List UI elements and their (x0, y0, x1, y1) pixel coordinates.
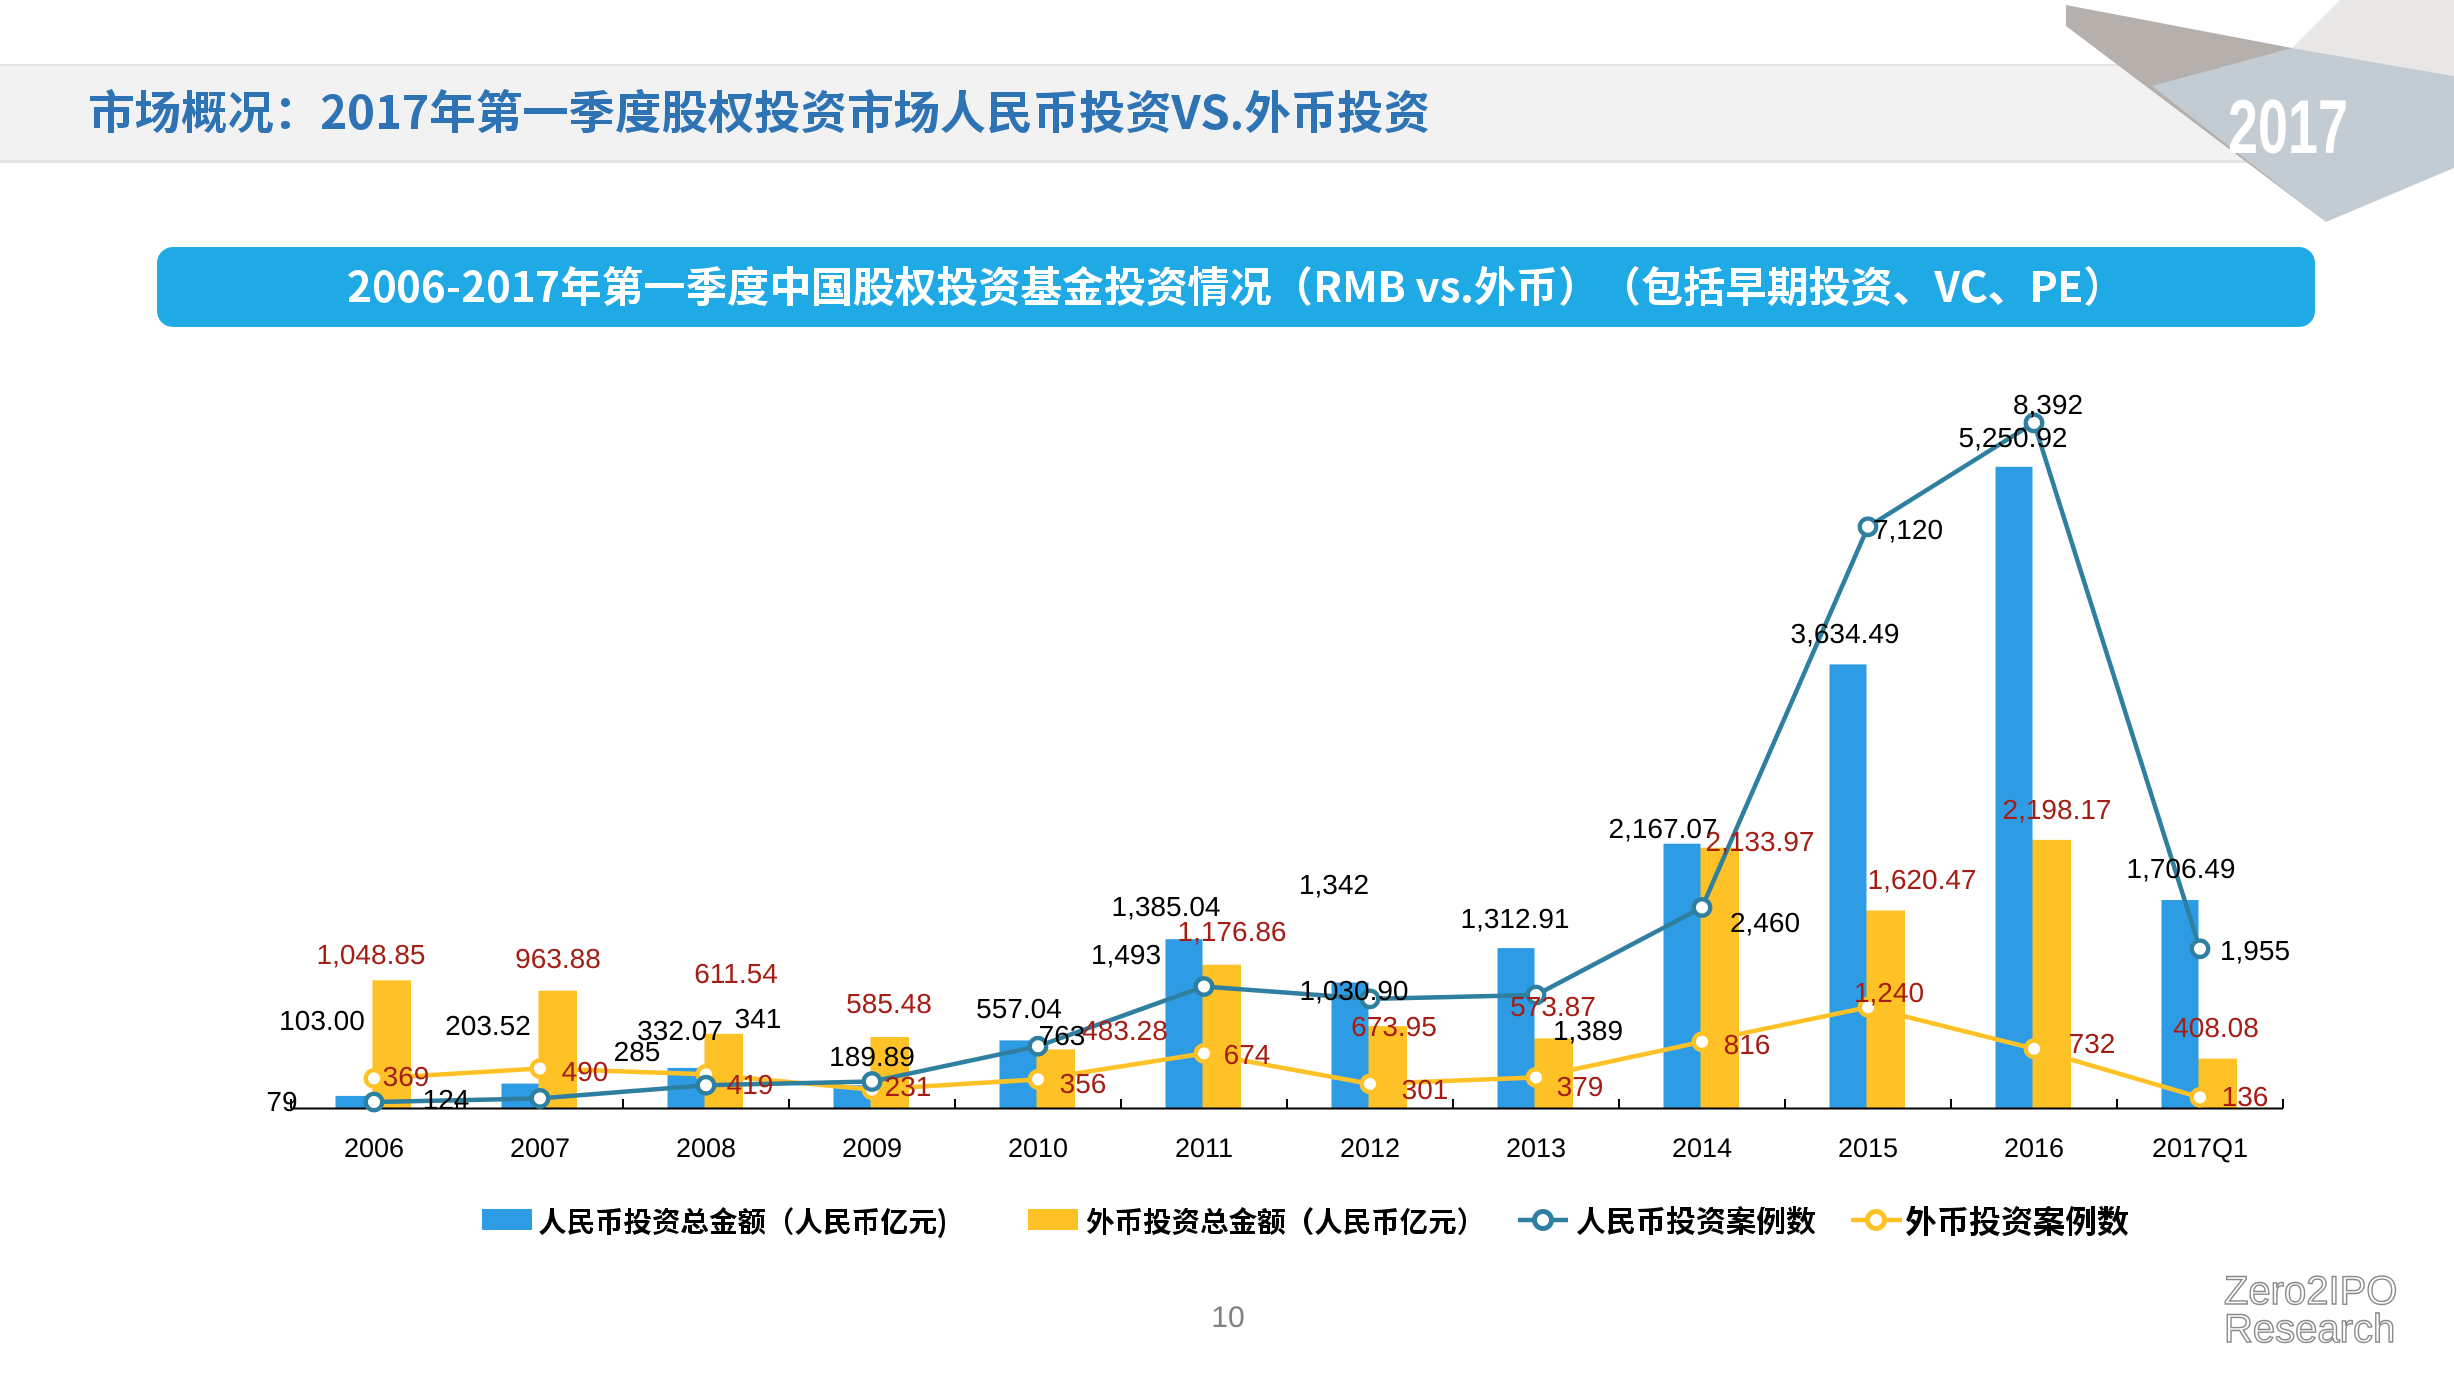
svg-text:611.54: 611.54 (694, 958, 778, 989)
svg-text:1,955: 1,955 (2220, 935, 2290, 966)
svg-text:103.00: 103.00 (279, 1005, 365, 1036)
svg-text:1,342: 1,342 (1299, 869, 1369, 900)
svg-text:673.95: 673.95 (1351, 1011, 1437, 1042)
svg-text:2011: 2011 (1175, 1133, 1233, 1163)
svg-text:763: 763 (1039, 1020, 1086, 1051)
svg-text:1,030.90: 1,030.90 (1300, 975, 1409, 1006)
svg-text:203.52: 203.52 (445, 1010, 531, 1041)
svg-text:2,133.97: 2,133.97 (1706, 826, 1815, 857)
svg-text:2014: 2014 (1672, 1133, 1732, 1163)
svg-text:408.08: 408.08 (2173, 1012, 2259, 1043)
svg-text:2006: 2006 (344, 1133, 404, 1163)
svg-text:2,198.17: 2,198.17 (2003, 794, 2112, 825)
svg-text:557.04: 557.04 (976, 993, 1062, 1024)
svg-text:1,385.04: 1,385.04 (1112, 891, 1221, 922)
svg-text:419: 419 (727, 1069, 774, 1100)
svg-text:2010: 2010 (1008, 1133, 1068, 1163)
svg-text:2012: 2012 (1340, 1133, 1400, 1163)
svg-text:10: 10 (1211, 1301, 1244, 1334)
svg-text:2,167.07: 2,167.07 (1609, 813, 1718, 844)
svg-text:356: 356 (1060, 1068, 1107, 1099)
svg-text:301: 301 (1402, 1074, 1449, 1105)
svg-text:189.89: 189.89 (829, 1041, 915, 1072)
svg-text:483.28: 483.28 (1082, 1015, 1168, 1046)
svg-text:1,240: 1,240 (1854, 977, 1924, 1008)
svg-text:732: 732 (2069, 1028, 2116, 1059)
svg-text:1,389: 1,389 (1553, 1015, 1623, 1046)
svg-text:3,634.49: 3,634.49 (1791, 618, 1900, 649)
svg-text:Zero2IPO: Zero2IPO (2224, 1269, 2397, 1313)
svg-text:Research: Research (2224, 1307, 2395, 1351)
svg-text:1,620.47: 1,620.47 (1868, 864, 1977, 895)
svg-text:2008: 2008 (676, 1133, 736, 1163)
svg-text:816: 816 (1724, 1029, 1771, 1060)
svg-text:5,250.92: 5,250.92 (1959, 422, 2068, 453)
svg-text:2013: 2013 (1506, 1133, 1566, 1163)
svg-text:369: 369 (383, 1061, 430, 1092)
svg-text:490: 490 (562, 1056, 609, 1087)
svg-text:1,312.91: 1,312.91 (1461, 903, 1570, 934)
svg-text:285: 285 (614, 1036, 661, 1067)
svg-text:341: 341 (735, 1003, 782, 1034)
svg-text:1,048.85: 1,048.85 (317, 939, 426, 970)
svg-text:2009: 2009 (842, 1133, 902, 1163)
svg-text:379: 379 (1557, 1071, 1604, 1102)
svg-text:124: 124 (423, 1084, 470, 1115)
svg-text:136: 136 (2222, 1081, 2269, 1112)
svg-text:1,706.49: 1,706.49 (2127, 853, 2236, 884)
svg-text:2,460: 2,460 (1730, 907, 1800, 938)
svg-text:674: 674 (1224, 1039, 1271, 1070)
svg-text:2016: 2016 (2004, 1133, 2064, 1163)
svg-text:8,392: 8,392 (2013, 389, 2083, 420)
svg-text:2007: 2007 (510, 1133, 570, 1163)
svg-text:332.07: 332.07 (637, 1015, 723, 1046)
svg-text:1,176.86: 1,176.86 (1178, 916, 1287, 947)
svg-text:585.48: 585.48 (846, 988, 932, 1019)
svg-text:7,120: 7,120 (1873, 514, 1943, 545)
svg-text:963.88: 963.88 (515, 943, 601, 974)
svg-text:79: 79 (266, 1086, 297, 1117)
svg-text:2017Q1: 2017Q1 (2152, 1133, 2248, 1163)
svg-text:573.87: 573.87 (1510, 991, 1596, 1022)
svg-text:1,493: 1,493 (1091, 939, 1161, 970)
svg-text:2015: 2015 (1838, 1133, 1898, 1163)
svg-text:231: 231 (885, 1071, 932, 1102)
svg-text:2017: 2017 (2228, 85, 2348, 170)
